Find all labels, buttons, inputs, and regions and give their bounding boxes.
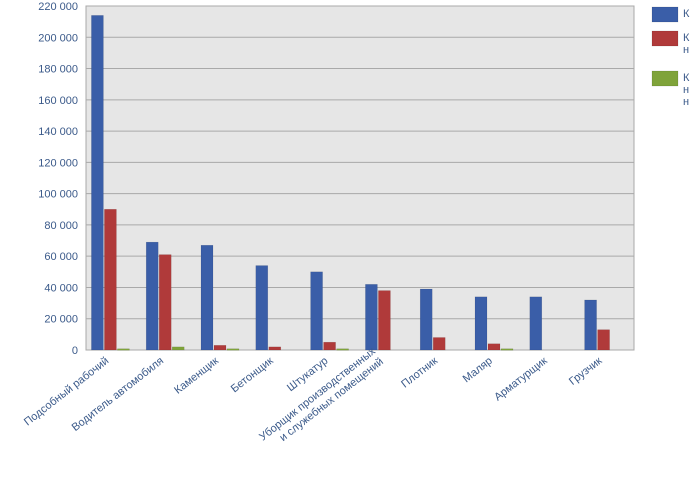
legend-label: н [683, 96, 689, 108]
legend-swatch [651, 30, 679, 47]
legend-label: н [683, 44, 689, 56]
legend-label: н [683, 84, 689, 96]
legend-label: К [683, 8, 690, 20]
bar [419, 288, 433, 351]
bar [268, 346, 282, 351]
bar [529, 296, 543, 351]
y-tick-label: 60 000 [44, 251, 78, 263]
bar [213, 345, 227, 351]
bar [91, 15, 104, 351]
bar [200, 244, 214, 351]
y-tick-label: 20 000 [44, 314, 78, 326]
legend-swatch [651, 70, 679, 87]
bar [117, 348, 130, 351]
bar [584, 299, 597, 351]
bar [310, 271, 323, 351]
x-tick-label-line: Каменщик [172, 355, 221, 397]
x-tick-label: Грузчик [567, 355, 605, 388]
y-tick-label: 40 000 [44, 282, 78, 294]
x-tick-label-line: и служебных помещений [278, 356, 386, 444]
bar [104, 209, 117, 351]
x-tick-label-line: Грузчик [567, 355, 605, 388]
legend-label: К [683, 72, 690, 84]
y-tick-label: 140 000 [38, 126, 78, 138]
x-tick-label: Арматурщик [492, 355, 550, 404]
bar [474, 296, 488, 351]
y-tick-label: 200 000 [38, 32, 78, 44]
y-tick-label: 0 [72, 345, 78, 357]
bar [171, 346, 185, 351]
y-tick-label: 220 000 [38, 1, 78, 13]
bar [365, 284, 378, 351]
y-tick-label: 160 000 [38, 95, 78, 107]
bar [158, 254, 172, 351]
bar [487, 343, 501, 351]
y-tick-label: 120 000 [38, 157, 78, 169]
x-tick-label-line: Бетонщик [229, 355, 276, 395]
bar [145, 241, 159, 351]
legend-label: К [683, 32, 690, 44]
y-tick-label: 100 000 [38, 189, 78, 201]
bar [323, 341, 336, 351]
x-tick-label-line: Плотник [399, 355, 440, 391]
x-tick-label: Плотник [399, 355, 440, 391]
x-tick-label: Бетонщик [229, 355, 276, 395]
x-tick-label-line: Арматурщик [492, 355, 550, 404]
x-tick-label: Водитель автомобиля [70, 355, 166, 434]
bar [226, 348, 240, 351]
bar [336, 348, 349, 351]
bar [255, 265, 269, 351]
x-tick-label-line: Водитель автомобиля [70, 355, 166, 434]
y-tick-label: 80 000 [44, 220, 78, 232]
bar [378, 290, 391, 351]
legend-swatch [651, 6, 679, 23]
y-tick-label: 180 000 [38, 64, 78, 76]
x-tick-label: Каменщик [172, 355, 221, 397]
x-tick-label-line: Маляр [461, 355, 495, 385]
plot-area [85, 5, 635, 351]
bar [597, 329, 610, 351]
x-tick-label: Маляр [461, 355, 495, 385]
bar [432, 337, 446, 351]
bar [500, 348, 514, 351]
